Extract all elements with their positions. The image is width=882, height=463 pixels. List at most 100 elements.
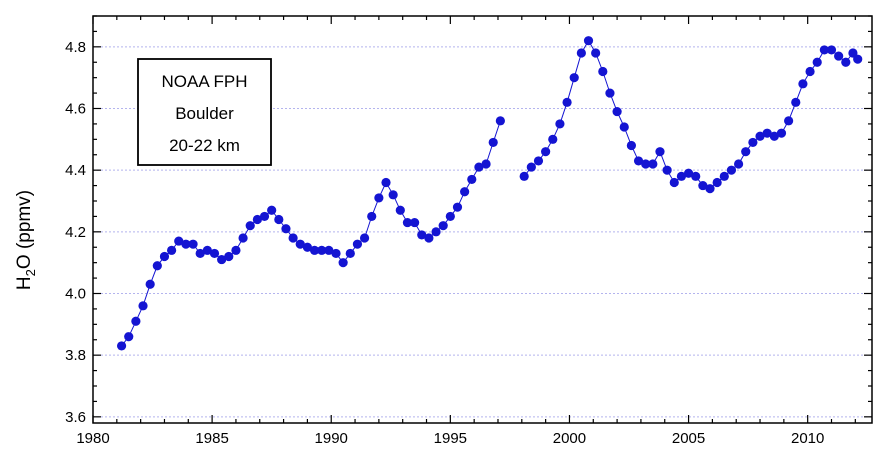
data-point xyxy=(662,165,672,175)
data-point xyxy=(569,73,579,83)
data-point xyxy=(481,159,491,169)
data-point xyxy=(424,233,434,243)
data-point xyxy=(612,106,622,117)
data-point xyxy=(224,251,234,262)
data-point xyxy=(252,214,262,225)
data-point xyxy=(841,57,851,67)
annotation-box: NOAA FPH Boulder 20-22 km xyxy=(137,58,272,166)
plot-frame xyxy=(92,15,873,424)
data-point xyxy=(812,57,822,67)
data-point xyxy=(359,233,370,243)
data-point xyxy=(798,79,808,89)
data-point xyxy=(367,211,377,222)
y-axis-title-subscript: 2 xyxy=(23,269,38,276)
data-point xyxy=(526,162,536,172)
data-point xyxy=(445,211,455,222)
data-point xyxy=(131,316,141,326)
data-point xyxy=(583,36,594,46)
y-axis-ticks: 3.6 3.8 4.0 4.2 4.4 4.6 4.8 xyxy=(65,15,872,426)
data-point xyxy=(431,227,441,237)
data-point xyxy=(288,233,298,243)
data-point xyxy=(331,248,341,259)
y-tick-label: 4.0 xyxy=(65,286,86,303)
y-axis-title-prefix: H xyxy=(14,276,35,290)
data-point xyxy=(762,128,772,138)
data-point xyxy=(784,116,794,126)
data-point xyxy=(152,261,162,271)
data-point xyxy=(834,51,844,61)
data-point xyxy=(274,214,284,225)
data-point xyxy=(295,239,305,249)
data-point xyxy=(245,221,255,231)
data-point xyxy=(741,147,751,157)
data-point xyxy=(281,224,291,234)
x-tick-label: 2005 xyxy=(672,430,705,447)
data-point xyxy=(402,217,413,228)
y-axis-title: H2O (ppmv) xyxy=(14,190,38,290)
data-point xyxy=(138,301,148,311)
y-tick-label: 4.4 xyxy=(65,162,86,179)
data-point xyxy=(591,48,601,58)
data-point xyxy=(338,258,348,268)
data-point xyxy=(467,174,477,185)
x-axis-ticks: 1980 1985 1990 1995 2000 2005 2010 xyxy=(76,16,856,447)
data-point xyxy=(495,116,505,126)
data-point xyxy=(259,211,270,222)
data-point xyxy=(195,248,205,259)
data-point xyxy=(381,177,391,188)
data-point xyxy=(548,134,558,144)
data-point xyxy=(352,239,363,249)
x-tick-label: 1980 xyxy=(76,430,109,447)
data-point xyxy=(345,248,355,259)
data-point xyxy=(188,239,198,249)
plot-border xyxy=(92,15,873,424)
data-point xyxy=(474,162,484,172)
series-line xyxy=(523,39,859,190)
data-point xyxy=(395,205,405,215)
y-tick-label: 3.6 xyxy=(65,409,86,426)
data-point xyxy=(576,48,586,58)
data-point xyxy=(124,332,134,342)
data-point xyxy=(669,177,679,188)
data-point xyxy=(683,168,694,178)
y-tick-label: 4.8 xyxy=(65,39,86,56)
data-point xyxy=(209,248,220,259)
data-point xyxy=(605,88,615,98)
data-point xyxy=(719,171,729,181)
data-point xyxy=(805,66,815,77)
data-point xyxy=(145,279,155,289)
data-point xyxy=(374,193,384,203)
data-point xyxy=(626,140,636,151)
data-point xyxy=(726,165,737,175)
data-point xyxy=(826,45,837,55)
data-point xyxy=(641,159,651,169)
x-tick-label: 1995 xyxy=(434,430,467,447)
data-point xyxy=(116,341,127,351)
data-point xyxy=(302,242,313,252)
data-point xyxy=(705,184,715,194)
annotation-line-3: 20-22 km xyxy=(169,136,240,155)
data-point xyxy=(691,171,701,181)
data-point xyxy=(388,190,398,200)
data-point xyxy=(460,187,470,197)
data-point xyxy=(748,137,758,148)
data-point xyxy=(533,156,544,166)
x-tick-label: 1985 xyxy=(195,430,228,447)
data-point xyxy=(324,245,334,255)
data-point xyxy=(202,245,212,255)
data-point xyxy=(555,119,565,129)
annotation-frame xyxy=(137,58,272,166)
data-point xyxy=(181,239,191,249)
data-point xyxy=(231,245,241,255)
data-point xyxy=(317,245,327,255)
data-point xyxy=(417,230,427,240)
y-tick-label: 3.8 xyxy=(65,347,86,364)
x-tick-label: 2010 xyxy=(791,430,824,447)
data-point xyxy=(267,205,277,215)
data-point xyxy=(488,137,498,148)
x-tick-label: 2000 xyxy=(553,430,586,447)
data-point xyxy=(853,54,863,64)
y-tick-label: 4.2 xyxy=(65,224,86,241)
data-point xyxy=(309,245,320,255)
